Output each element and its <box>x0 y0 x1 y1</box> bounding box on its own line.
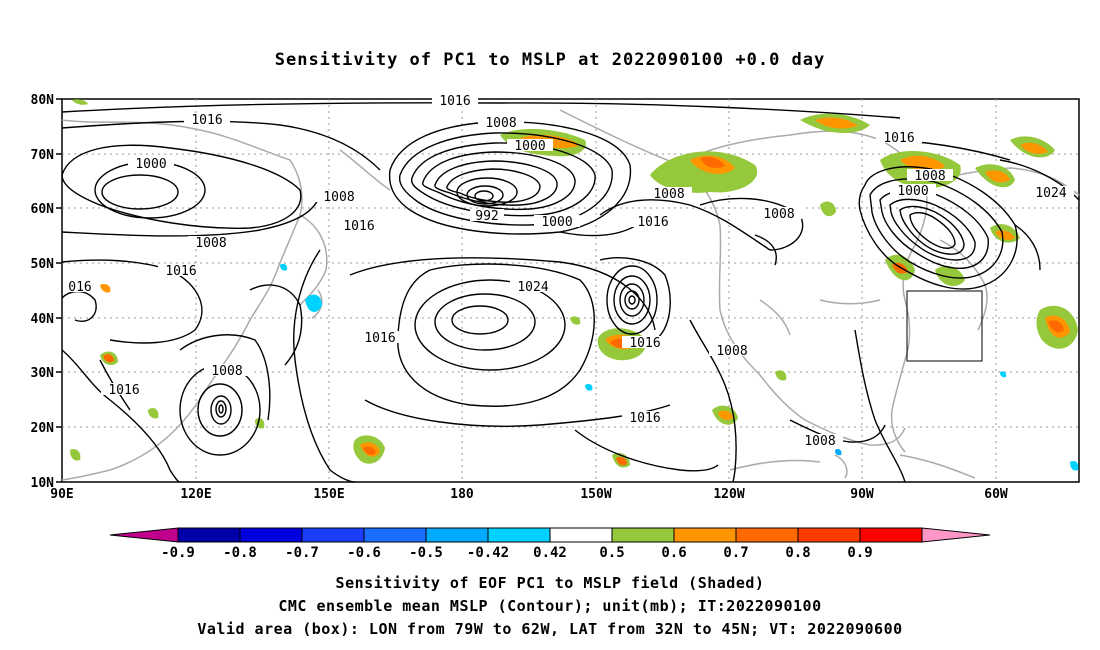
colorbar-label: 0.5 <box>599 545 624 561</box>
colorbar-box <box>797 527 861 543</box>
contour-label-1024-atlantic: 1024 <box>1035 186 1066 201</box>
contour-label-1016-tropics: 1016 <box>629 411 660 426</box>
lon-label: 150W <box>580 487 611 502</box>
colorbar-box <box>487 527 551 543</box>
contour-label-1008-bering: 1008 <box>485 116 516 131</box>
colorbar-label: -0.5 <box>409 545 443 561</box>
contour-label-1016-nw: 1016 <box>191 113 222 128</box>
colorbar: -0.9 -0.8 -0.7 -0.6 -0.5 -0.42 0.42 0.5 0.6 0.7 0.… <box>109 527 991 561</box>
lat-label: 40N <box>31 312 55 327</box>
caption-line-1: Sensitivity of EOF PC1 to MSLP field (Sh… <box>335 574 765 592</box>
contour-label-1008-typhoon: 1008 <box>211 364 242 379</box>
colorbar-label: -0.9 <box>161 545 195 561</box>
contour-label-1008-kamchatka: 1008 <box>323 190 354 205</box>
lat-label: 60N <box>31 202 55 217</box>
axis-ticks <box>56 98 62 483</box>
contour-label-1000-gulf: 1000 <box>541 215 572 230</box>
lon-label: 120E <box>180 487 211 502</box>
contour-label-1008-mexico: 1008 <box>804 434 835 449</box>
contour-label-1016-hudson: 1016 <box>883 131 914 146</box>
contour-label-1024-pacific-high: 1024 <box>517 280 548 295</box>
lat-label: 10N <box>31 476 55 491</box>
contour-label-016-edge: 016 <box>68 280 91 295</box>
contour-labels: 1016 1016 1000 1008 1000 992 1000 1016 1… <box>63 94 1074 449</box>
colorbar-label: 0.9 <box>847 545 872 561</box>
mslp-contours <box>61 102 1080 483</box>
contour-label-1008-labrador: 1008 <box>914 169 945 184</box>
colorbar-arrow-right <box>921 527 991 543</box>
contour-label-1000-siberia: 1000 <box>135 157 166 172</box>
colorbar-box <box>239 527 303 543</box>
colorbar-box <box>735 527 799 543</box>
lat-label: 70N <box>31 148 55 163</box>
colorbar-label: 0.42 <box>533 545 567 561</box>
contour-label-992: 992 <box>475 209 498 224</box>
lat-label: 30N <box>31 366 55 381</box>
caption-line-2: CMC ensemble mean MSLP (Contour); unit(m… <box>278 597 822 615</box>
colorbar-label: -0.42 <box>467 545 509 561</box>
colorbar-box <box>859 527 923 543</box>
colorbar-box <box>177 527 241 543</box>
longitude-labels: 90E 120E 150E 180 150W 120W 90W 60W <box>50 487 1008 502</box>
colorbar-label: -0.8 <box>223 545 257 561</box>
lon-label: 150E <box>313 487 344 502</box>
contour-label-1008-canada: 1008 <box>763 207 794 222</box>
lat-label: 20N <box>31 421 55 436</box>
caption-line-3: Valid area (box): LON from 79W to 62W, L… <box>197 620 903 638</box>
contour-label-1008-alaska: 1008 <box>653 187 684 202</box>
valid-area-box <box>906 290 983 362</box>
colorbar-label: -0.7 <box>285 545 319 561</box>
colorbar-box <box>301 527 365 543</box>
contour-label-1000-labrador: 1000 <box>897 184 928 199</box>
contour-label-1016-top: 1016 <box>439 94 470 109</box>
colorbar-label: 0.6 <box>661 545 686 561</box>
lon-label: 120W <box>713 487 744 502</box>
colorbar-box <box>425 527 489 543</box>
chart-title: Sensitivity of PC1 to MSLP at 2022090100… <box>274 50 826 70</box>
latitude-labels: 80N 70N 60N 50N 40N 30N 20N 10N <box>31 93 55 491</box>
contour-label-1016-pacific: 1016 <box>364 331 395 346</box>
colorbar-label: -0.6 <box>347 545 381 561</box>
lon-label: 60W <box>984 487 1008 502</box>
lon-label: 180 <box>450 487 474 502</box>
contour-label-1016-alaska: 1016 <box>637 215 668 230</box>
colorbar-box <box>549 527 613 543</box>
contour-label-1008-california: 1008 <box>716 344 747 359</box>
lat-label: 50N <box>31 257 55 272</box>
colorbar-box <box>363 527 427 543</box>
contour-label-1008-china: 1008 <box>195 236 226 251</box>
contour-label-1016-china: 1016 <box>165 264 196 279</box>
colorbar-box <box>673 527 737 543</box>
contour-label-1016-hawaii-low: 1016 <box>629 336 660 351</box>
lat-label: 80N <box>31 93 55 108</box>
colorbar-label: 0.8 <box>785 545 810 561</box>
contour-label-1016-japan: 1016 <box>343 219 374 234</box>
colorbar-arrow-left <box>109 527 179 543</box>
colorbar-box <box>611 527 675 543</box>
lon-label: 90E <box>50 487 73 502</box>
contour-label-1016-south-china: 1016 <box>108 383 139 398</box>
contour-label-1000-bering: 1000 <box>514 139 545 154</box>
lon-label: 90W <box>850 487 874 502</box>
colorbar-label: 0.7 <box>723 545 748 561</box>
